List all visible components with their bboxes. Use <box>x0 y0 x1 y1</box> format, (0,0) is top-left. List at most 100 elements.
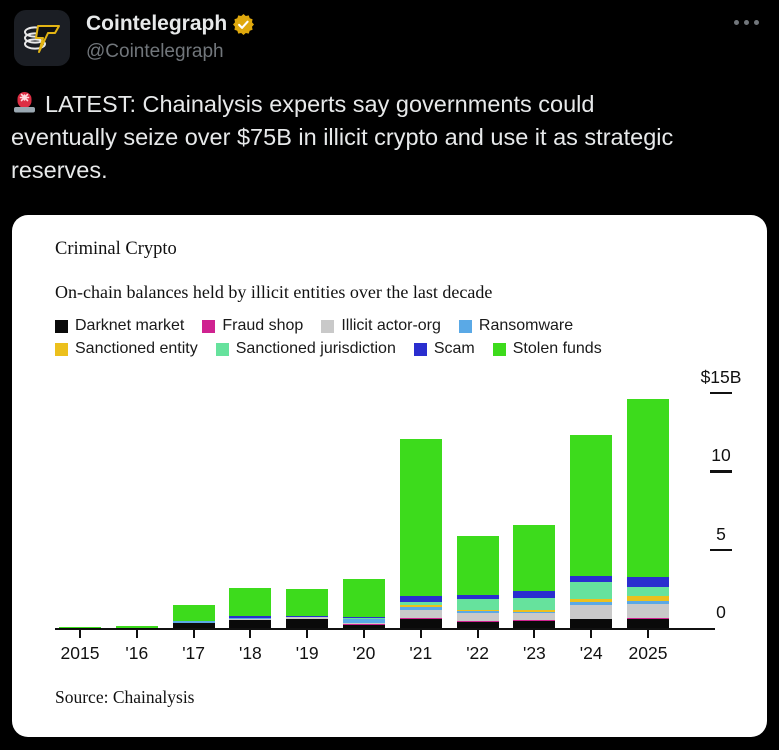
legend-row: Sanctioned entity Sanctioned jurisdiction… <box>55 340 602 358</box>
x-axis-tick <box>135 630 138 638</box>
stacked-bar-22 <box>456 535 499 628</box>
chart-title: Criminal Crypto <box>55 239 177 259</box>
x-axis-tick <box>647 630 649 638</box>
stacked-bar-16 <box>115 625 158 628</box>
legend-item: Ransomware <box>458 317 574 335</box>
x-axis-label: '23 <box>522 643 546 663</box>
x-axis-line <box>55 628 715 630</box>
bar-segment <box>570 619 613 628</box>
bar-segment <box>286 618 329 628</box>
legend-label: Scam <box>433 340 475 357</box>
bar-segment <box>399 610 442 618</box>
x-axis-tick <box>79 630 81 638</box>
legend-swatch-icon <box>492 342 506 356</box>
bar-segment <box>570 604 613 619</box>
author-handle[interactable]: @Cointelegraph <box>86 41 224 62</box>
legend-item: Sanctioned jurisdiction <box>215 340 396 358</box>
bar-segment <box>513 591 556 599</box>
bar-segment <box>229 620 272 628</box>
bar-segment <box>343 617 385 620</box>
bar-segment <box>399 619 442 628</box>
y-axis-tick <box>710 470 732 473</box>
bar-segment <box>627 398 669 578</box>
bar-segment <box>399 606 442 611</box>
bar-segment <box>627 600 669 604</box>
bar-segment <box>229 616 272 618</box>
chart-subtitle: On-chain balances held by illicit entiti… <box>55 282 493 302</box>
x-axis-tick <box>249 630 252 638</box>
stacked-bar-21 <box>399 438 442 628</box>
legend-label: Ransomware <box>478 317 574 334</box>
x-axis-label: '18 <box>238 643 262 663</box>
x-axis-tick <box>192 630 195 638</box>
x-axis-label: '20 <box>352 643 376 663</box>
bar-segment <box>399 604 442 607</box>
bar-segment <box>570 582 613 599</box>
bar-segment <box>286 588 329 617</box>
bar-segment <box>115 625 158 628</box>
y-axis-tick <box>710 391 732 395</box>
y-axis-label: 10 <box>711 445 731 466</box>
stacked-bar-2025 <box>627 398 669 628</box>
x-axis-tick <box>363 630 365 638</box>
x-axis-tick <box>533 630 536 638</box>
x-axis-tick <box>590 630 593 638</box>
avatar[interactable] <box>14 10 70 66</box>
bar-segment <box>286 617 329 619</box>
bar-segment <box>399 601 442 605</box>
legend-swatch-icon <box>321 319 335 333</box>
more-options-button[interactable] <box>730 16 763 29</box>
legend-swatch-icon <box>215 342 229 356</box>
legend-swatch-icon <box>458 319 472 333</box>
bar-segment <box>229 617 272 620</box>
bar-segment <box>456 610 499 612</box>
tweet-text: LATEST: Chainalysis experts say governme… <box>11 88 771 187</box>
bar-segment <box>627 595 669 601</box>
stacked-bar-17 <box>172 605 215 628</box>
x-axis-label: 2025 <box>628 643 668 663</box>
chart-plot: 2015 '16 '17 '18 '19 '20 '21 '22 '23 '24 2025 $15B 1… <box>12 215 767 737</box>
legend-item: Fraud shop <box>202 317 303 335</box>
y-axis-tick <box>710 548 732 552</box>
bar-segment <box>456 595 499 600</box>
bar-segment <box>343 623 385 625</box>
bar-segment <box>286 616 329 618</box>
x-axis-label: '21 <box>409 643 433 663</box>
bar-segment <box>627 603 669 618</box>
bar-segment <box>456 613 499 622</box>
bar-segment <box>172 622 215 628</box>
bar-segment <box>513 598 556 610</box>
bar-segment <box>229 619 272 621</box>
bar-segment <box>627 577 669 588</box>
legend-label: Stolen funds <box>512 340 602 357</box>
legend-label: Sanctioned entity <box>75 340 198 357</box>
y-axis-label: $15B <box>700 366 742 387</box>
x-axis-label: 2015 <box>60 643 100 663</box>
legend-label: Sanctioned jurisdiction <box>235 340 396 357</box>
stacked-bar-19 <box>286 588 329 628</box>
bar-segment <box>513 620 556 628</box>
legend-row: Darknet market Fraud shop Illicit actor-or… <box>55 317 602 335</box>
bar-segment <box>456 611 499 614</box>
legend-label: Fraud shop <box>222 317 304 334</box>
author-name[interactable]: Cointelegraph <box>86 12 228 35</box>
x-axis-tick <box>419 630 422 638</box>
stacked-bar-2015 <box>59 627 101 628</box>
dot-icon <box>754 20 759 25</box>
bar-segment <box>343 617 385 618</box>
y-axis-label: 0 <box>716 602 726 622</box>
bar-segment <box>570 598 613 603</box>
legend-swatch-icon <box>55 342 68 356</box>
x-axis-label: '24 <box>579 643 603 663</box>
bar-segment <box>343 625 385 628</box>
legend-item: Stolen funds <box>492 340 602 358</box>
bar-segment <box>172 620 215 623</box>
stacked-bar-24 <box>570 434 613 628</box>
chart-source: Source: Chainalysis <box>55 687 195 707</box>
bar-segment <box>399 438 442 596</box>
bar-segment <box>343 579 385 618</box>
bar-segment <box>456 621 499 628</box>
bar-segment <box>513 525 556 592</box>
x-axis-tick <box>306 630 309 638</box>
chart-legend: Darknet market Fraud shop Illicit actor-or… <box>55 317 602 358</box>
